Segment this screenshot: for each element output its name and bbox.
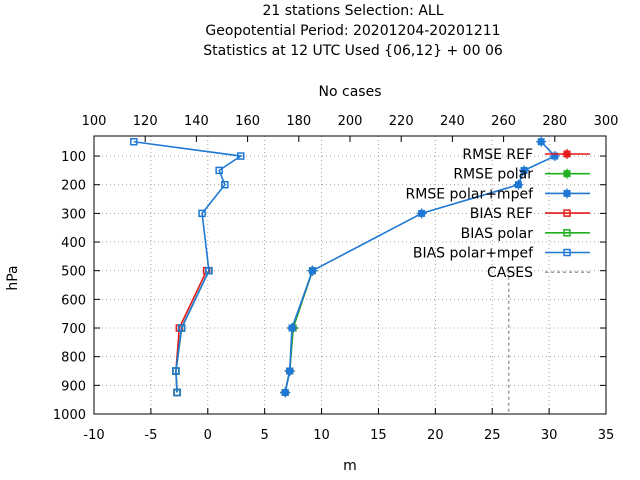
x-tick-label: -5 — [144, 428, 157, 443]
x2-tick-label: 240 — [440, 114, 465, 129]
x-tick-label: 10 — [313, 428, 330, 443]
x2-axis-label: No cases — [319, 84, 382, 100]
chart-title-line-1: 21 stations Selection: ALL — [262, 3, 443, 19]
x2-tick-label: 100 — [82, 114, 107, 129]
x-tick-label: 15 — [370, 428, 387, 443]
grid — [94, 136, 606, 414]
x2-tick-label: 300 — [594, 114, 619, 129]
legend-label: RMSE polar+mpef — [406, 186, 535, 202]
plot-series — [130, 136, 560, 414]
x2-tick-label: 280 — [542, 114, 567, 129]
data-point — [563, 248, 571, 257]
y-tick-label: 500 — [61, 265, 86, 280]
axis-ticks: -10 -5 0 5 10 15 20 25 30 35 100 120 140 160 180 200 220… — [53, 114, 619, 443]
x-tick-label: 35 — [598, 428, 615, 443]
legend-label: BIAS polar — [461, 226, 534, 242]
y-tick-label: 300 — [61, 207, 86, 222]
x2-tick-label: 160 — [235, 114, 260, 129]
y-tick-label: 1000 — [53, 408, 86, 423]
x2-tick-label: 120 — [133, 114, 158, 129]
y-tick-label: 700 — [61, 322, 86, 337]
x-tick-label: 30 — [541, 428, 558, 443]
data-point — [177, 324, 186, 332]
y-tick-label: 600 — [61, 293, 86, 308]
legend-label: RMSE REF — [462, 147, 533, 163]
x2-tick-label: 180 — [286, 114, 311, 129]
y-tick-label: 100 — [61, 150, 86, 165]
series-rmse-polar-mpef — [280, 136, 560, 398]
data-point — [172, 367, 180, 375]
data-point — [130, 137, 138, 146]
data-point — [221, 180, 229, 189]
series-bias-polar-mpef — [130, 137, 245, 397]
x2-tick-label: 140 — [184, 114, 209, 129]
y-tick-label: 900 — [61, 379, 86, 394]
data-point — [205, 266, 213, 275]
y-tick-label: 800 — [61, 351, 86, 366]
series-rmse-polar — [280, 265, 318, 398]
x-tick-label: 0 — [204, 428, 212, 443]
x2-tick-label: 220 — [389, 114, 414, 129]
x-tick-label: -10 — [83, 428, 104, 443]
data-point — [563, 229, 571, 237]
data-point — [237, 152, 245, 160]
legend-label: BIAS polar+mpef — [413, 246, 534, 262]
x2-tick-label: 200 — [338, 114, 363, 129]
plot-frame — [93, 135, 607, 415]
y-axis-label: hPa — [5, 265, 21, 290]
legend: RMSE REF RMSE polar RMSE polar+mpef BIAS RE… — [406, 147, 590, 281]
data-point — [215, 166, 223, 175]
series-rmse-ref — [280, 265, 318, 398]
x2-tick-label: 260 — [491, 114, 516, 129]
x-axis-label: m — [343, 458, 357, 474]
legend-label: BIAS REF — [470, 206, 533, 222]
chart-title-line-2: Geopotential Period: 20201204-20201211 — [205, 23, 500, 39]
data-point — [198, 209, 206, 218]
x-tick-label: 25 — [484, 428, 501, 443]
data-point — [173, 388, 181, 397]
x-tick-label: 20 — [427, 428, 444, 443]
x-tick-label: 5 — [261, 428, 269, 443]
chart-title-line-3: Statistics at 12 UTC Used {06,12} + 00 0… — [203, 43, 503, 59]
series-line — [133, 140, 243, 393]
y-tick-label: 200 — [61, 179, 86, 194]
legend-label: RMSE polar — [453, 167, 533, 183]
legend-label: CASES — [487, 265, 533, 281]
y-tick-label: 400 — [61, 236, 86, 251]
data-point — [563, 209, 571, 217]
